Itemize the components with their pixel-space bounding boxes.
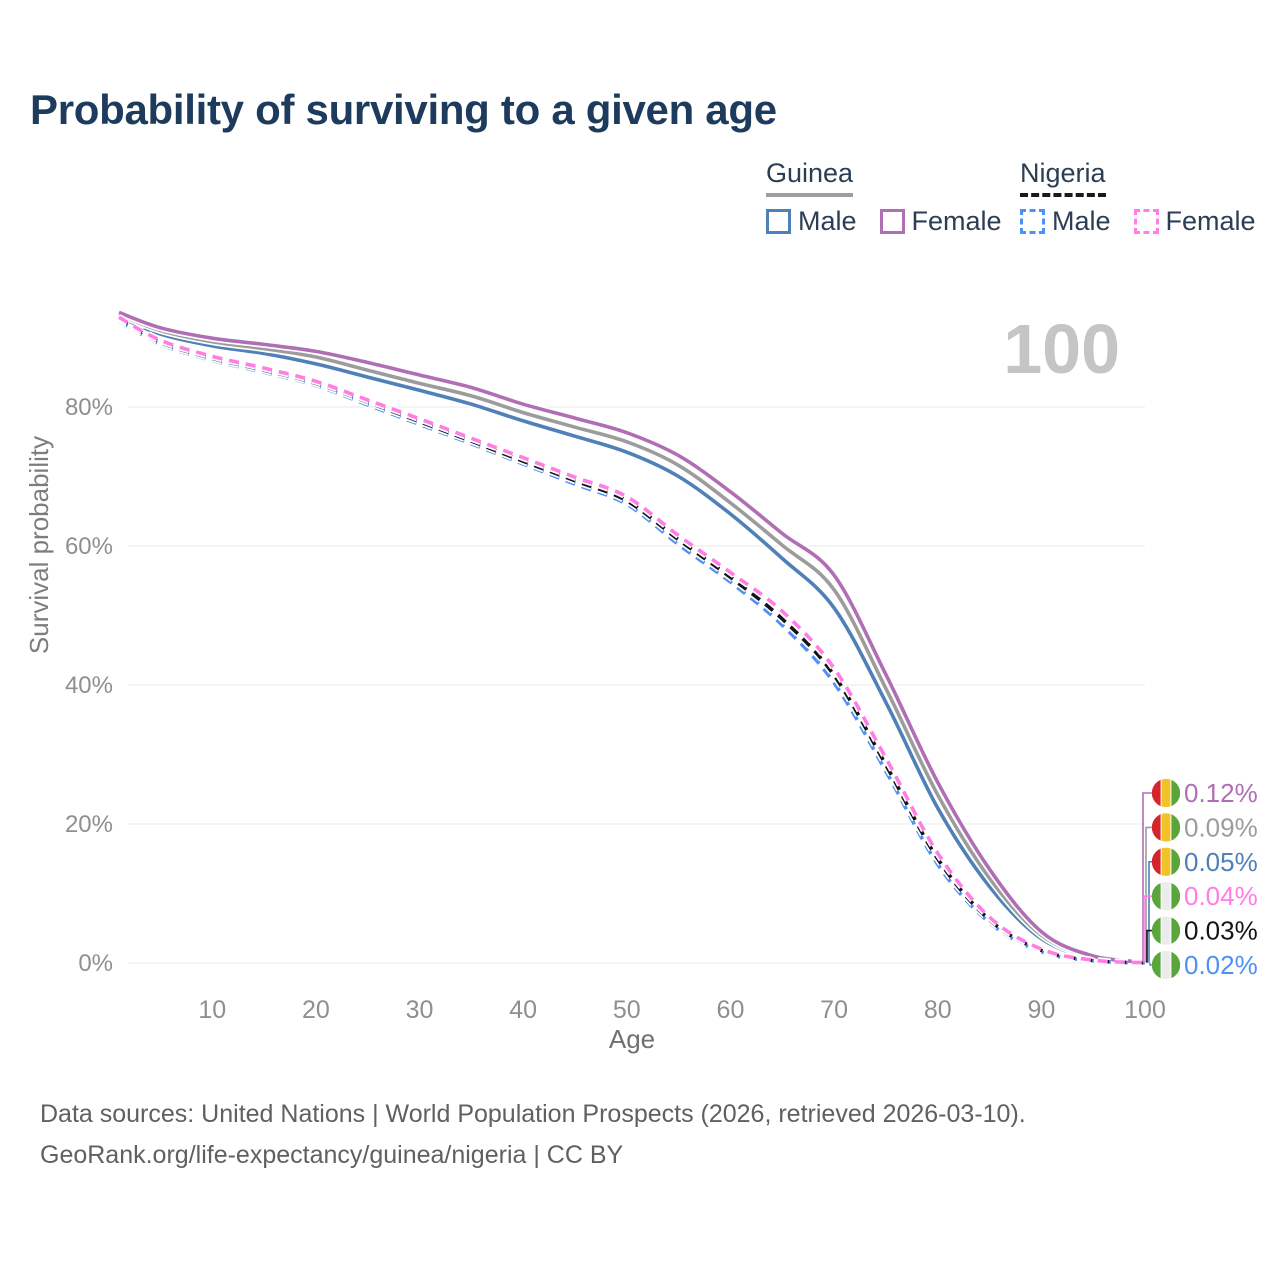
x-tick-label: 90 <box>1027 996 1055 1024</box>
flag-icon-guinea <box>1151 813 1181 842</box>
x-tick-label: 30 <box>406 996 434 1024</box>
series-line-nigeria-female <box>118 315 1146 965</box>
end-value-label-nigeria-both: 0.03% <box>1184 916 1258 946</box>
nigeria-female-swatch-icon <box>1133 209 1159 234</box>
series-line-guinea-both <box>118 312 1146 965</box>
series-casing <box>117 311 1146 966</box>
flag-icon-nigeria <box>1151 882 1181 911</box>
legend-item-label: Female <box>911 206 1002 236</box>
y-tick-label: 40% <box>65 672 113 699</box>
y-axis-title: Survival probability <box>24 436 54 654</box>
series-line-guinea-male <box>118 314 1146 965</box>
guinea-male-swatch-icon <box>766 209 791 234</box>
leader-line-guinea-male <box>1148 861 1152 963</box>
x-tick-label: 20 <box>302 996 330 1024</box>
legend-group-guinea: Guinea Male Female <box>766 158 1002 237</box>
legend-item-nigeria-male[interactable]: Male <box>1020 206 1111 237</box>
footer-attribution: GeoRank.org/life-expectancy/guinea/niger… <box>40 1140 624 1169</box>
legend-item-nigeria-female[interactable]: Female <box>1133 206 1256 237</box>
x-tick-label: 70 <box>820 996 848 1024</box>
leader-line-nigeria-female <box>1143 895 1152 963</box>
y-tick-label: 20% <box>65 811 113 838</box>
end-value-label-nigeria-male: 0.02% <box>1184 950 1258 980</box>
y-tick-label: 60% <box>65 533 113 560</box>
leader-line-guinea-female <box>1142 792 1152 963</box>
y-tick-label: 80% <box>65 394 113 421</box>
page-title: Probability of surviving to a given age <box>30 86 777 133</box>
series-casing <box>117 309 1146 966</box>
legend-item-guinea-male[interactable]: Male <box>766 206 857 237</box>
flag-icon-nigeria <box>1151 950 1181 980</box>
leader-line-nigeria-both <box>1146 929 1152 963</box>
legend-item-guinea-female[interactable]: Female <box>879 206 1002 237</box>
x-tick-label: 50 <box>613 996 641 1024</box>
flag-icon-nigeria <box>1151 916 1181 945</box>
end-value-label-guinea-female: 0.12% <box>1184 778 1258 808</box>
nigeria-male-swatch-icon <box>1020 209 1045 234</box>
legend-item-label: Male <box>798 206 857 236</box>
flag-icon-guinea <box>1151 778 1181 808</box>
legend-items-nigeria: Male Female <box>1020 206 1256 237</box>
legend-item-label: Female <box>1165 206 1256 236</box>
end-value-label-guinea-both: 0.09% <box>1184 812 1258 842</box>
guinea-female-swatch-icon <box>879 209 905 234</box>
x-tick-label: 40 <box>509 996 537 1024</box>
footer-data-sources: Data sources: United Nations | World Pop… <box>40 1100 1026 1128</box>
footer: Data sources: United Nations | World Pop… <box>40 1094 1026 1175</box>
leader-line-guinea-both <box>1145 826 1152 963</box>
y-tick-label: 0% <box>78 950 113 977</box>
end-value-label-nigeria-female: 0.04% <box>1184 881 1258 911</box>
legend-group-nigeria: Nigeria Male Female <box>1020 158 1256 237</box>
x-axis-title: Age <box>609 1024 655 1054</box>
age-indicator: 100 <box>1003 310 1120 388</box>
legend-item-label: Male <box>1052 206 1111 236</box>
series-line-guinea-female <box>118 310 1146 964</box>
end-value-label-guinea-male: 0.05% <box>1184 847 1258 877</box>
x-tick-label: 60 <box>717 996 745 1024</box>
legend-items-guinea: Male Female <box>766 206 1002 237</box>
x-tick-label: 100 <box>1124 996 1166 1024</box>
x-tick-label: 10 <box>198 996 226 1024</box>
legend-country-nigeria: Nigeria <box>1020 158 1106 197</box>
legend-country-guinea: Guinea <box>766 158 854 197</box>
legend: Guinea Male Female Nigeria Male Female <box>0 158 1280 248</box>
x-tick-label: 80 <box>924 996 952 1024</box>
leader-line-nigeria-male <box>1149 962 1152 966</box>
flag-icon-guinea <box>1151 847 1181 876</box>
